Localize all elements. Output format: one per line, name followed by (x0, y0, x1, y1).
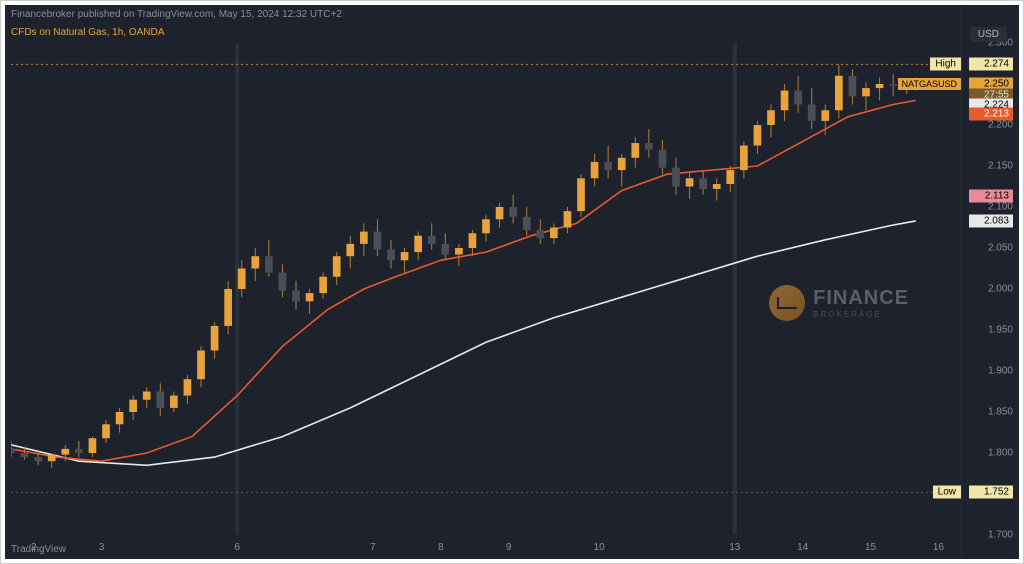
y-tick-label: 2.100 (988, 202, 1013, 213)
watermark: FINANCE BROKERAGE (769, 285, 909, 321)
x-tick-label: 3 (99, 542, 105, 553)
y-tick-label: 1.850 (988, 407, 1013, 418)
price-label: High (930, 58, 961, 71)
y-tick-label: 1.800 (988, 448, 1013, 459)
price-label: 2.274 (969, 58, 1013, 71)
y-tick-label: 2.200 (988, 120, 1013, 131)
y-tick-label: 2.050 (988, 243, 1013, 254)
price-label: 2.213 (969, 108, 1013, 121)
x-tick-label: 15 (865, 542, 876, 553)
price-label: NATGASUSD (898, 78, 961, 90)
x-tick-label: 16 (933, 542, 944, 553)
y-tick-label: 1.700 (988, 530, 1013, 541)
x-tick-label: 14 (797, 542, 808, 553)
chart-container[interactable]: Financebroker published on TradingView.c… (5, 5, 1019, 559)
x-tick-label: 8 (438, 542, 444, 553)
currency-label: USD (970, 27, 1007, 42)
y-tick-label: 1.950 (988, 325, 1013, 336)
watermark-subtitle: BROKERAGE (813, 310, 909, 319)
price-label: Low (933, 486, 961, 499)
x-tick-label: 7 (370, 542, 376, 553)
x-tick-label: 6 (234, 542, 240, 553)
x-tick-label: 10 (594, 542, 605, 553)
symbol-text: CFDs on Natural Gas, 1h, OANDA (11, 27, 164, 38)
y-tick-label: 1.900 (988, 366, 1013, 377)
publisher-text: Financebroker published on TradingView.c… (11, 9, 342, 20)
x-tick-label: 9 (506, 542, 512, 553)
price-label: 2.083 (969, 214, 1013, 227)
footer-credit: TradingView (11, 544, 66, 555)
watermark-title: FINANCE (813, 287, 909, 310)
y-tick-label: 2.150 (988, 161, 1013, 172)
price-label: 1.752 (969, 486, 1013, 499)
y-tick-label: 2.000 (988, 284, 1013, 295)
price-label: 2.113 (969, 190, 1013, 203)
x-tick-label: 13 (729, 542, 740, 553)
chart-frame: Financebroker published on TradingView.c… (0, 0, 1024, 564)
watermark-icon (769, 285, 805, 321)
